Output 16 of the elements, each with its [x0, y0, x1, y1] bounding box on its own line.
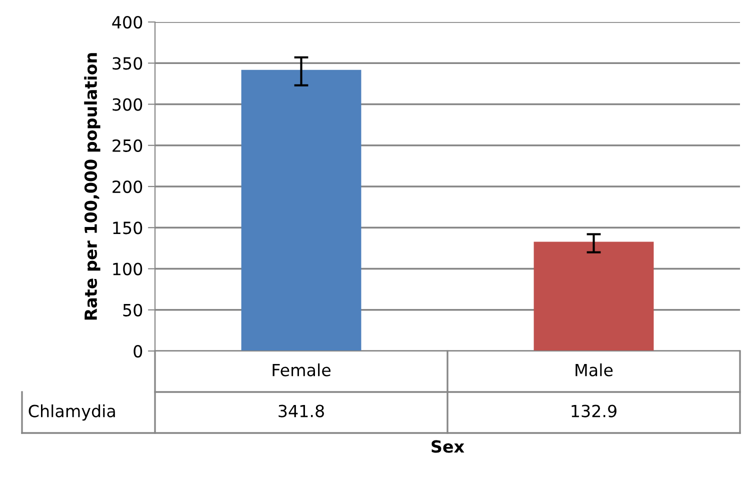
y-axis-title: Rate per 100,000 population	[84, 53, 100, 320]
data-label: 341.8	[278, 404, 324, 418]
y-tick-label: 0	[134, 344, 142, 358]
data-label: 132.9	[572, 404, 616, 418]
y-tick-label: 350	[112, 57, 142, 70]
y-tick-label: 50	[123, 304, 142, 316]
x-tick-label: Male	[576, 363, 613, 376]
y-tick-label: 200	[112, 180, 142, 194]
text: Chlamydia	[28, 404, 115, 421]
x-tick-label: Female	[272, 363, 330, 376]
y-tick-label: 150	[113, 222, 142, 234]
x-axis-title: Sex	[432, 440, 464, 453]
y-tick-label: 300	[112, 98, 142, 111]
y-tick-label: 250	[112, 139, 142, 152]
y-tick-label: 400	[112, 16, 142, 29]
y-tick-label: 100	[113, 262, 142, 276]
